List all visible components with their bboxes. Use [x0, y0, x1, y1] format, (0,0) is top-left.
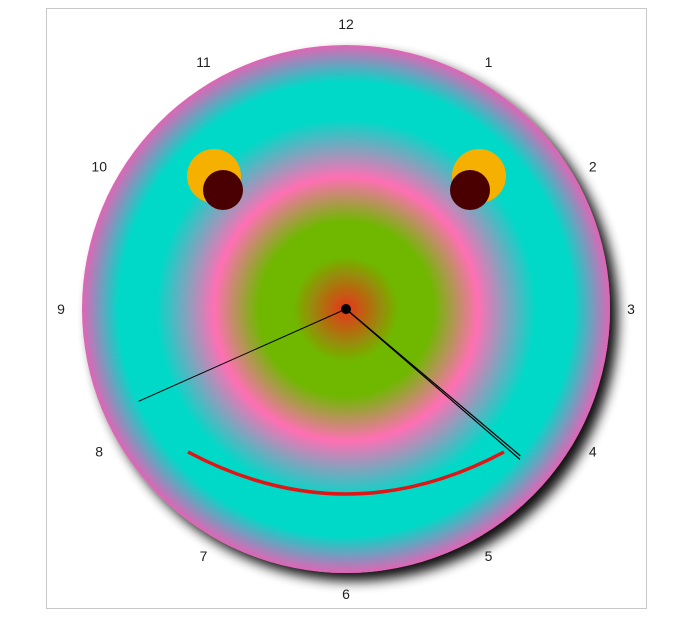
left-pupil: [203, 170, 243, 210]
hour-label-4: 4: [589, 444, 597, 460]
second-hand: [138, 308, 347, 402]
hour-label-6: 6: [342, 586, 350, 602]
smile-mouth-icon: [187, 450, 505, 496]
left-eye-icon: [187, 149, 243, 210]
hour-label-10: 10: [91, 159, 107, 175]
right-eye-icon: [450, 149, 506, 210]
hour-label-8: 8: [95, 444, 103, 460]
hour-label-9: 9: [57, 301, 65, 317]
hour-label-3: 3: [627, 301, 635, 317]
hour-label-2: 2: [589, 159, 597, 175]
hour-label-12: 12: [338, 16, 354, 32]
minute-hand: [345, 308, 521, 457]
center-pivot: [341, 304, 351, 314]
hour-label-5: 5: [485, 548, 493, 564]
right-pupil: [450, 170, 490, 210]
hour-label-7: 7: [200, 548, 208, 564]
hour-label-11: 11: [196, 54, 211, 70]
hour-label-1: 1: [485, 54, 493, 70]
